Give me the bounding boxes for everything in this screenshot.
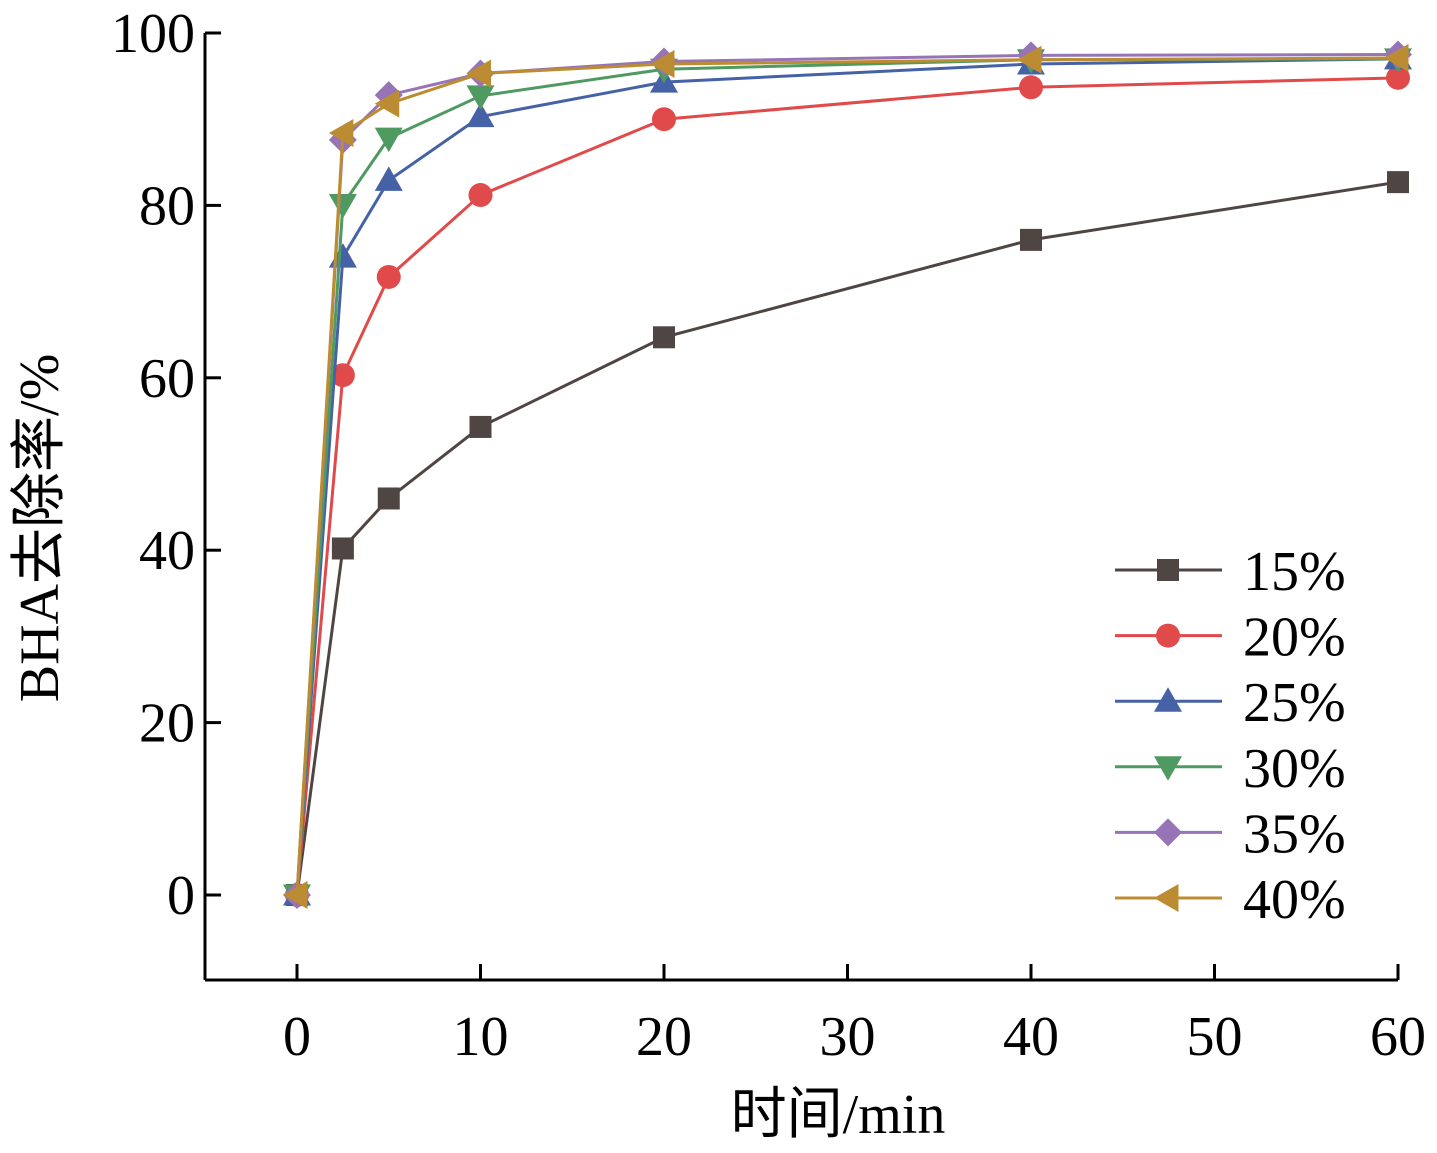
series-40pct: [283, 43, 1409, 909]
x-tick-label: 20: [636, 1006, 692, 1068]
legend-label: 30%: [1243, 738, 1346, 800]
legend-label: 35%: [1243, 803, 1346, 865]
data-point: [466, 59, 491, 88]
series-line: [295, 57, 1399, 896]
data-point: [374, 89, 400, 118]
data-point: [1154, 818, 1182, 847]
series-line: [295, 180, 1399, 896]
x-tick-label: 50: [1187, 1006, 1243, 1068]
x-tick-label: 30: [820, 1006, 876, 1068]
legend-item: 40%: [1115, 869, 1346, 931]
y-tick-label: 0: [167, 865, 195, 927]
data-point: [283, 881, 308, 909]
legend-item: 30%: [1115, 738, 1346, 800]
data-point: [1157, 559, 1179, 581]
data-point: [328, 243, 357, 268]
data-point: [1154, 756, 1182, 781]
data-point: [331, 537, 354, 560]
data-point: [1387, 171, 1409, 194]
data-point: [328, 118, 354, 147]
data-point: [653, 326, 675, 349]
legend: 15%20%25%30%35%40%: [1115, 541, 1346, 931]
data-point: [1384, 43, 1409, 72]
data-point: [468, 183, 493, 208]
data-point: [652, 107, 676, 132]
series-line: [295, 57, 1399, 896]
axes: 0 20 40 60 80 100 0 10 20 30 40 50 60: [111, 3, 1426, 1068]
y-tick-label: 80: [139, 175, 195, 237]
data-point: [374, 166, 403, 191]
series-line: [295, 76, 1399, 896]
y-tick-label: 40: [139, 520, 195, 582]
legend-label: 40%: [1243, 869, 1346, 931]
y-tick-label: 100: [111, 3, 195, 65]
data-point: [328, 194, 357, 219]
legend-label: 25%: [1243, 672, 1346, 734]
x-tick-label: 60: [1370, 1006, 1426, 1068]
legend-item: 25%: [1115, 672, 1346, 734]
data-point: [1019, 75, 1043, 100]
data-point: [466, 102, 495, 128]
data-point: [377, 487, 400, 510]
data-point: [330, 363, 355, 388]
data-point: [469, 415, 492, 438]
legend-item: 20%: [1115, 607, 1346, 669]
series-15pct: [286, 171, 1409, 906]
series-20pct: [285, 65, 1410, 907]
series-line: [295, 56, 1399, 896]
data-point: [650, 50, 675, 79]
data-point: [1156, 623, 1180, 648]
x-tick-label: 40: [1003, 1006, 1059, 1068]
data-point: [466, 85, 495, 110]
legend-item: 35%: [1115, 803, 1346, 865]
y-tick-label: 20: [139, 693, 195, 755]
data-point: [1386, 65, 1410, 90]
x-tick-label: 10: [453, 1006, 509, 1068]
data-point: [376, 264, 401, 289]
data-point: [1154, 687, 1182, 712]
series-layer: [283, 40, 1412, 909]
x-axis-title: 时间/min: [731, 1084, 946, 1146]
x-tick-label: 0: [283, 1006, 311, 1068]
series-line: [295, 53, 1399, 896]
y-axis-title: BHA去除率/%: [9, 354, 71, 702]
legend-label: 20%: [1243, 607, 1346, 669]
legend-item: 15%: [1115, 541, 1346, 603]
data-point: [1154, 884, 1179, 912]
y-tick-label: 60: [139, 348, 195, 410]
data-point: [374, 127, 403, 153]
data-point: [1017, 45, 1042, 74]
data-point: [1020, 228, 1042, 251]
legend-label: 15%: [1243, 541, 1346, 603]
